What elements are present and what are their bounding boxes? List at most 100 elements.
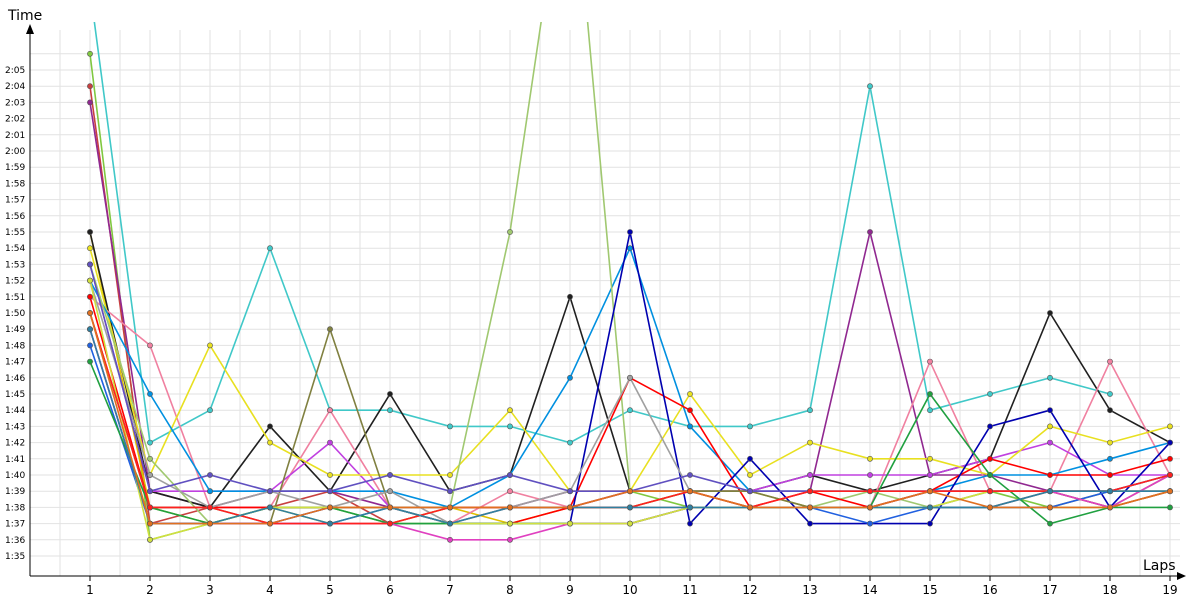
data-point <box>687 391 693 397</box>
y-tick-label: 2:00 <box>5 147 25 157</box>
y-tick-label: 2:03 <box>5 98 25 108</box>
data-point <box>147 504 153 511</box>
data-point <box>1107 407 1113 414</box>
y-tick-label: 1:40 <box>5 471 25 481</box>
data-point <box>1107 504 1113 511</box>
data-point <box>87 277 93 284</box>
x-tick-label: 15 <box>922 583 937 597</box>
data-point <box>807 472 813 478</box>
data-point <box>1167 423 1173 430</box>
y-tick-label: 1:48 <box>5 341 25 351</box>
x-axis-arrow <box>1177 572 1186 580</box>
data-point <box>627 488 633 495</box>
data-point <box>567 439 573 446</box>
data-point <box>987 455 993 462</box>
x-tick-label: 10 <box>622 583 637 597</box>
y-tick-label: 2:01 <box>5 131 25 141</box>
x-tick-labels: 1 2 3 4 5 6 7 8 9 10 11 12 13 14 15 16 17 18 19 <box>86 576 1178 597</box>
data-point <box>327 326 333 333</box>
y-tick-label: 2:05 <box>5 66 25 76</box>
data-point <box>687 423 693 430</box>
data-point <box>507 472 513 478</box>
data-point <box>147 439 153 446</box>
y-tick-label: 1:54 <box>5 244 25 254</box>
data-point <box>567 293 573 300</box>
data-point <box>687 472 693 478</box>
data-point <box>807 407 813 414</box>
data-point <box>987 391 993 397</box>
y-tick-label: 1:52 <box>5 277 25 287</box>
x-tick-label: 9 <box>566 583 574 597</box>
data-point <box>327 407 333 414</box>
data-point <box>87 229 93 235</box>
data-point <box>387 520 393 527</box>
data-point <box>807 520 813 527</box>
data-point <box>1047 504 1053 511</box>
data-point <box>927 488 933 495</box>
series-22 <box>87 310 1173 527</box>
data-point <box>87 99 93 106</box>
data-point <box>747 504 753 511</box>
data-point <box>147 472 153 478</box>
x-tick-label: 4 <box>266 583 274 597</box>
data-point <box>447 520 453 527</box>
data-point <box>987 423 993 430</box>
data-point <box>867 83 873 90</box>
data-point <box>207 472 213 478</box>
data-point <box>567 520 573 527</box>
data-point <box>387 391 393 397</box>
y-tick-label: 2:02 <box>5 115 25 125</box>
x-tick-label: 1 <box>86 583 94 597</box>
x-tick-label: 14 <box>862 583 877 597</box>
data-point <box>1107 488 1113 495</box>
data-point <box>87 326 93 333</box>
data-point <box>207 488 213 495</box>
data-point <box>927 391 933 397</box>
data-point <box>267 423 273 430</box>
data-point <box>207 407 213 414</box>
data-point <box>807 504 813 511</box>
data-point <box>87 342 93 349</box>
data-point <box>507 536 513 543</box>
data-point <box>1107 391 1113 397</box>
data-point <box>507 407 513 414</box>
data-point <box>267 245 273 252</box>
data-point <box>747 455 753 462</box>
x-tick-label: 7 <box>446 583 454 597</box>
x-tick-label: 12 <box>742 583 757 597</box>
data-point <box>267 488 273 495</box>
data-point <box>147 455 153 462</box>
data-point <box>447 504 453 511</box>
data-point <box>267 439 273 446</box>
y-tick-label: 1:59 <box>5 163 25 173</box>
x-tick-label: 16 <box>982 583 997 597</box>
data-point <box>1107 358 1113 365</box>
data-point <box>507 520 513 527</box>
data-point <box>687 407 693 414</box>
data-point <box>567 374 573 381</box>
data-point <box>627 374 633 381</box>
x-tick-label: 11 <box>682 583 697 597</box>
data-point <box>147 488 153 495</box>
data-point <box>927 504 933 511</box>
y-tick-label: 1:41 <box>5 455 25 465</box>
data-point <box>1047 439 1053 446</box>
data-point <box>87 358 93 365</box>
data-point <box>867 229 873 235</box>
y-tick-label: 1:37 <box>5 520 25 530</box>
data-point <box>207 504 213 511</box>
y-tick-label: 1:58 <box>5 179 25 189</box>
data-point <box>1047 407 1053 414</box>
data-point <box>1047 520 1053 527</box>
data-point <box>627 245 633 252</box>
axes: Time Laps <box>7 8 1186 580</box>
data-point <box>87 50 93 57</box>
x-tick-label: 13 <box>802 583 817 597</box>
x-tick-label: 2 <box>146 583 154 597</box>
data-point <box>927 472 933 478</box>
y-tick-labels: 1:35 1:36 1:37 1:38 1:39 1:40 1:41 1:42 1:43 1:44… <box>5 66 25 562</box>
data-point <box>147 342 153 349</box>
y-tick-label: 1:39 <box>5 487 25 497</box>
data-point <box>747 472 753 478</box>
